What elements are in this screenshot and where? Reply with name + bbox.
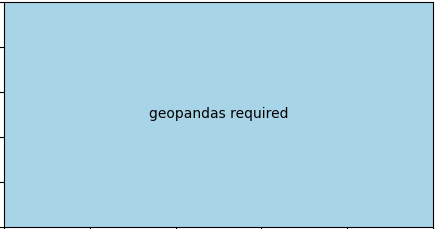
Text: geopandas required: geopandas required — [149, 107, 288, 122]
